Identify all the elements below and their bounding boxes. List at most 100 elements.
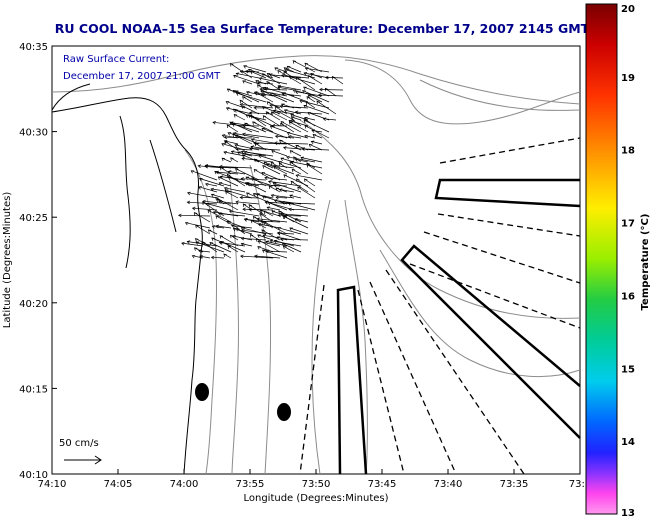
coastline [51,83,203,475]
current-vector-head [219,175,224,179]
current-vector [233,132,260,139]
current-vector [270,92,295,103]
current-vector-head [273,165,277,170]
current-vector [212,121,246,127]
current-vector [280,238,309,241]
current-vector-head [236,227,240,232]
current-vector-head [252,192,257,197]
current-vector-head [257,84,261,88]
current-vector [277,110,295,121]
current-vector [289,161,309,175]
contour-line [184,149,217,475]
current-vector-head [319,87,323,92]
current-vector [262,73,281,85]
current-vector-head [239,195,244,200]
colorbar-tick-label: 17 [621,219,635,230]
current-vector-head [262,106,266,110]
current-vector-head [235,147,239,152]
current-vector-head [277,110,281,115]
current-vector [266,111,281,121]
current-vector-head [270,193,275,198]
current-vector-head [306,163,311,168]
chart-title: RU COOL NOAA–15 Sea Surface Temperature:… [55,21,590,36]
current-vector-head [195,238,199,242]
current-vector [226,107,253,115]
colorbar-tick-label: 19 [621,73,635,84]
current-vector [248,204,267,217]
current-vector-head [263,221,267,225]
current-vector-head [230,157,234,161]
current-vector-head [283,174,287,178]
current-vector [221,157,232,163]
current-vector-head [199,255,203,259]
y-tick-label: 40:30 [19,128,48,139]
current-vector-head [239,69,244,74]
current-vector-head [274,141,278,145]
current-vector [263,115,281,127]
current-vector [287,65,302,73]
current-vector [256,218,288,223]
current-vector [271,111,288,121]
restricted-zones [336,178,581,475]
current-vector [241,105,260,115]
current-vector [295,158,309,163]
current-vector-head [289,194,293,199]
current-vector [265,241,288,247]
current-vector [194,212,211,223]
colorbar-tick-label: 15 [621,364,635,375]
current-vector-head [207,209,211,214]
current-vector-head [300,156,304,161]
current-vector-head [245,176,250,180]
current-vector [306,96,316,103]
current-vector [274,142,309,145]
current-vector [282,93,302,97]
current-vector [289,194,302,199]
current-vector [259,77,288,85]
current-vector-head [247,182,252,187]
current-vector [268,185,281,193]
annotation-raw-current: Raw Surface Current: [63,54,169,65]
current-vector [263,90,288,103]
current-vector-head [299,99,304,104]
current-vector-head [235,72,240,76]
current-vector-head [266,206,271,210]
current-vector-head [278,188,283,192]
current-vector-head [271,123,276,128]
current-vector [291,161,323,169]
current-vector-head [274,105,279,110]
current-vector [185,222,211,229]
current-vector [270,161,281,169]
current-vector [273,182,302,193]
current-vector [302,90,330,103]
current-vector [284,109,302,115]
contour-line [311,199,331,475]
current-vector [312,134,323,139]
current-vector-head [233,75,237,79]
current-vector [266,164,295,169]
current-vector-head [240,236,245,241]
current-vector-head [257,246,261,250]
annotation-date: December 17, 2007 21:00 GMT [63,71,221,82]
current-vector-head [307,75,312,79]
current-vector [307,75,323,85]
current-vector [288,202,316,211]
current-vector [232,123,260,133]
current-vector-head [303,119,308,124]
current-vector [242,80,253,85]
current-vector-head [288,121,293,125]
current-vector-head [218,212,222,216]
x-tick-label: 73:50 [302,479,331,490]
current-vector [223,151,246,157]
current-vector [243,65,267,73]
contour-line [299,119,581,319]
current-vector-head [312,134,317,138]
current-vector-head [245,114,250,118]
current-vector-head [259,219,264,224]
current-vector-head [292,60,297,64]
current-vector-head [278,210,282,215]
current-vector-head [259,87,263,92]
current-vector-head [223,186,228,191]
current-vector [208,229,218,235]
current-vector-head [250,219,255,224]
current-vector-head [251,177,255,181]
